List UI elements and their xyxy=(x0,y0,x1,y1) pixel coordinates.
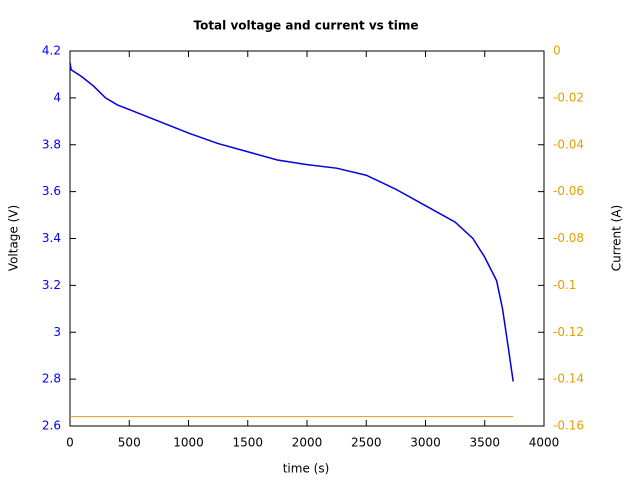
x-tick-label: 3000 xyxy=(410,436,441,450)
y2-axis-label: Current (A) xyxy=(610,205,624,271)
x-tick-label: 3500 xyxy=(469,436,500,450)
x-axis-label: time (s) xyxy=(283,462,330,476)
y-tick-label: 2.6 xyxy=(42,419,61,433)
y2-tick-label: -0.16 xyxy=(553,419,584,433)
y2-tick-label: -0.1 xyxy=(553,278,576,292)
x-tick-label: 2500 xyxy=(351,436,382,450)
y2-tick-label: -0.02 xyxy=(553,90,584,104)
y2-tick-label: -0.12 xyxy=(553,325,584,339)
x-tick-label: 2000 xyxy=(292,436,323,450)
x-tick-label: 0 xyxy=(66,436,74,450)
chart-title: Total voltage and current vs time xyxy=(193,19,418,33)
y-tick-label: 3.4 xyxy=(42,231,61,245)
x-tick-label: 1000 xyxy=(173,436,204,450)
y2-tick-label: -0.08 xyxy=(553,231,584,245)
y-tick-label: 2.8 xyxy=(42,372,61,386)
x-tick-label: 4000 xyxy=(529,436,560,450)
y2-tick-label: -0.04 xyxy=(553,137,584,151)
y-tick-label: 3.2 xyxy=(42,278,61,292)
y-axis-label: Voltage (V) xyxy=(7,205,21,271)
y-tick-label: 4 xyxy=(53,90,61,104)
x-tick-label: 500 xyxy=(118,436,141,450)
y-tick-label: 3.6 xyxy=(42,184,61,198)
y-tick-label: 3 xyxy=(53,325,61,339)
y2-tick-label: 0 xyxy=(553,44,561,58)
y-tick-label: 4.2 xyxy=(42,44,61,58)
y2-tick-label: -0.14 xyxy=(553,372,584,386)
x-tick-label: 1500 xyxy=(232,436,263,450)
series-line xyxy=(69,62,514,382)
y-tick-label: 3.8 xyxy=(42,137,61,151)
y2-tick-label: -0.06 xyxy=(553,184,584,198)
